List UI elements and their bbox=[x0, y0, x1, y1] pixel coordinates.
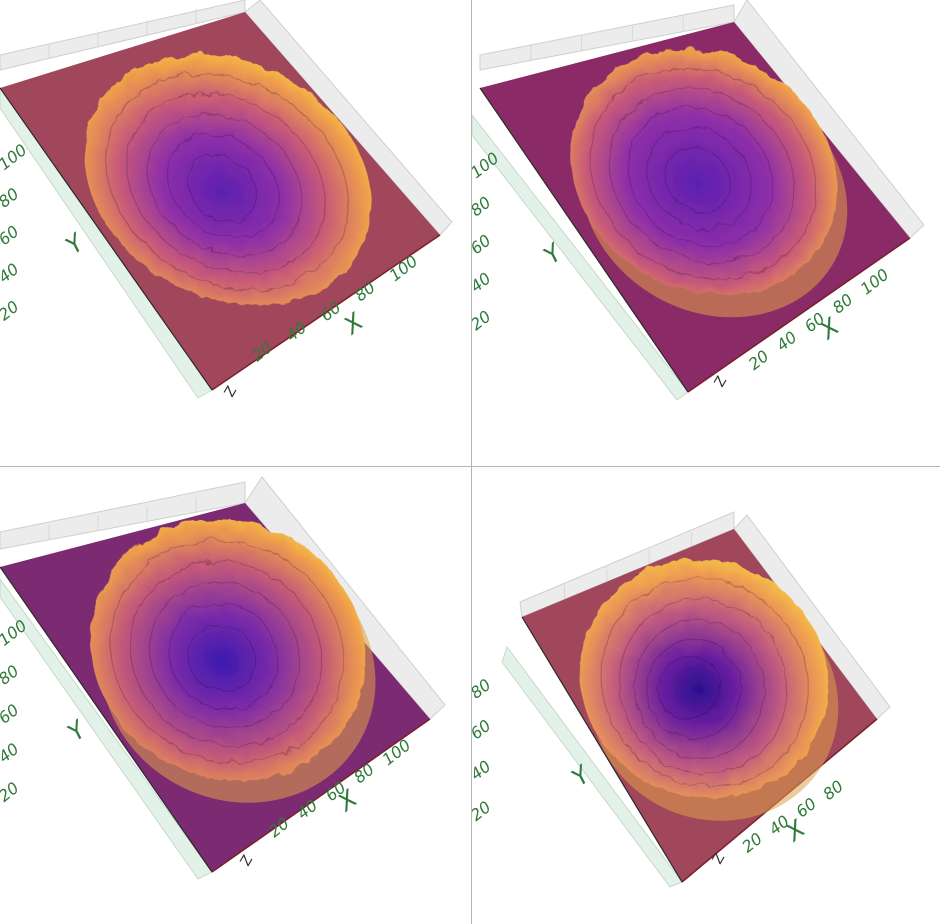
x-tick-label: 80 bbox=[829, 290, 857, 318]
surface-contour bbox=[126, 93, 326, 274]
y-axis-line bbox=[479, 87, 689, 393]
x-tick-label: 60 bbox=[792, 794, 820, 822]
y-tick-label: 20 bbox=[472, 307, 495, 335]
surface-contour bbox=[146, 113, 303, 257]
surface-contour bbox=[186, 154, 258, 222]
y-tick-label: 60 bbox=[0, 700, 23, 728]
y-axis-line bbox=[0, 566, 213, 873]
surface-panel-bottom-left: 20 40 60 80 100 20 40 60 80 100 X Y Z bbox=[0, 467, 471, 924]
y-tick-label: 20 bbox=[472, 797, 495, 825]
back-wall bbox=[479, 4, 735, 71]
x-axis-line bbox=[687, 237, 911, 393]
left-wall bbox=[501, 645, 683, 888]
surface-contour bbox=[664, 147, 731, 212]
surface-contour bbox=[168, 603, 279, 710]
y-tick-label: 80 bbox=[472, 675, 495, 703]
surface-mesh bbox=[90, 519, 366, 781]
y-tick-label: 80 bbox=[0, 184, 23, 212]
surface-contour bbox=[646, 127, 752, 230]
right-wall bbox=[733, 514, 891, 720]
back-wall bbox=[0, 0, 246, 71]
z-axis-label: Z bbox=[238, 853, 257, 869]
surface-mesh bbox=[570, 48, 838, 296]
x-tick-label: 20 bbox=[738, 829, 766, 857]
z-axis-label: Z bbox=[222, 384, 241, 400]
x-axis-line bbox=[211, 718, 431, 873]
y-tick-label: 60 bbox=[472, 231, 495, 259]
y-tick-label: 60 bbox=[472, 716, 495, 744]
x-axis-line bbox=[211, 234, 441, 391]
surface-contour bbox=[166, 133, 280, 239]
surface-contour bbox=[608, 87, 795, 264]
left-wall bbox=[0, 578, 213, 880]
vertical-divider bbox=[471, 0, 472, 924]
left-wall bbox=[472, 114, 689, 401]
y-tick-label: 80 bbox=[0, 661, 23, 689]
surface-contour bbox=[105, 73, 349, 290]
surface-contour bbox=[646, 638, 742, 741]
surface-mesh bbox=[579, 559, 829, 799]
z-axis-label: Z bbox=[712, 374, 731, 390]
y-axis-line bbox=[0, 87, 213, 391]
surface-panel-top-left: 20 40 60 80 100 20 40 60 80 100 X Y Z bbox=[0, 0, 471, 466]
y-tick-label: 40 bbox=[0, 739, 23, 767]
surface-contour bbox=[109, 539, 345, 764]
surface-contour bbox=[149, 581, 301, 729]
y-tick-label: 60 bbox=[0, 222, 23, 250]
surface-contour bbox=[618, 598, 788, 774]
back-wall bbox=[0, 481, 246, 550]
y-tick-label: 20 bbox=[0, 778, 23, 806]
back-wall bbox=[519, 511, 735, 618]
surface-contour bbox=[600, 578, 809, 787]
surface-contour bbox=[187, 624, 257, 692]
y-tick-label: 20 bbox=[0, 297, 23, 325]
surface-panel-top-right: 20 40 60 80 100 20 40 60 80 100 X Y Z bbox=[472, 0, 940, 466]
right-wall bbox=[733, 0, 925, 239]
y-tick-label: 40 bbox=[472, 757, 495, 785]
surface-contour bbox=[633, 619, 765, 759]
horizontal-divider bbox=[0, 466, 940, 467]
surface-contour bbox=[657, 655, 719, 720]
z-axis-label: Z bbox=[710, 851, 729, 867]
surface-contour bbox=[589, 67, 817, 280]
surface-contour bbox=[627, 107, 774, 247]
y-tick-label: 40 bbox=[0, 259, 23, 287]
surface-mesh bbox=[84, 54, 372, 306]
y-tick-label: 80 bbox=[472, 193, 495, 221]
surface-contour bbox=[129, 560, 323, 746]
surface-panel-bottom-right: 20 40 60 80 20 40 60 80 X Y Z bbox=[472, 467, 940, 924]
x-tick-label: 80 bbox=[819, 776, 847, 804]
y-tick-label: 40 bbox=[472, 269, 495, 297]
y-axis-line bbox=[521, 616, 683, 883]
x-tick-label: 40 bbox=[773, 327, 801, 355]
